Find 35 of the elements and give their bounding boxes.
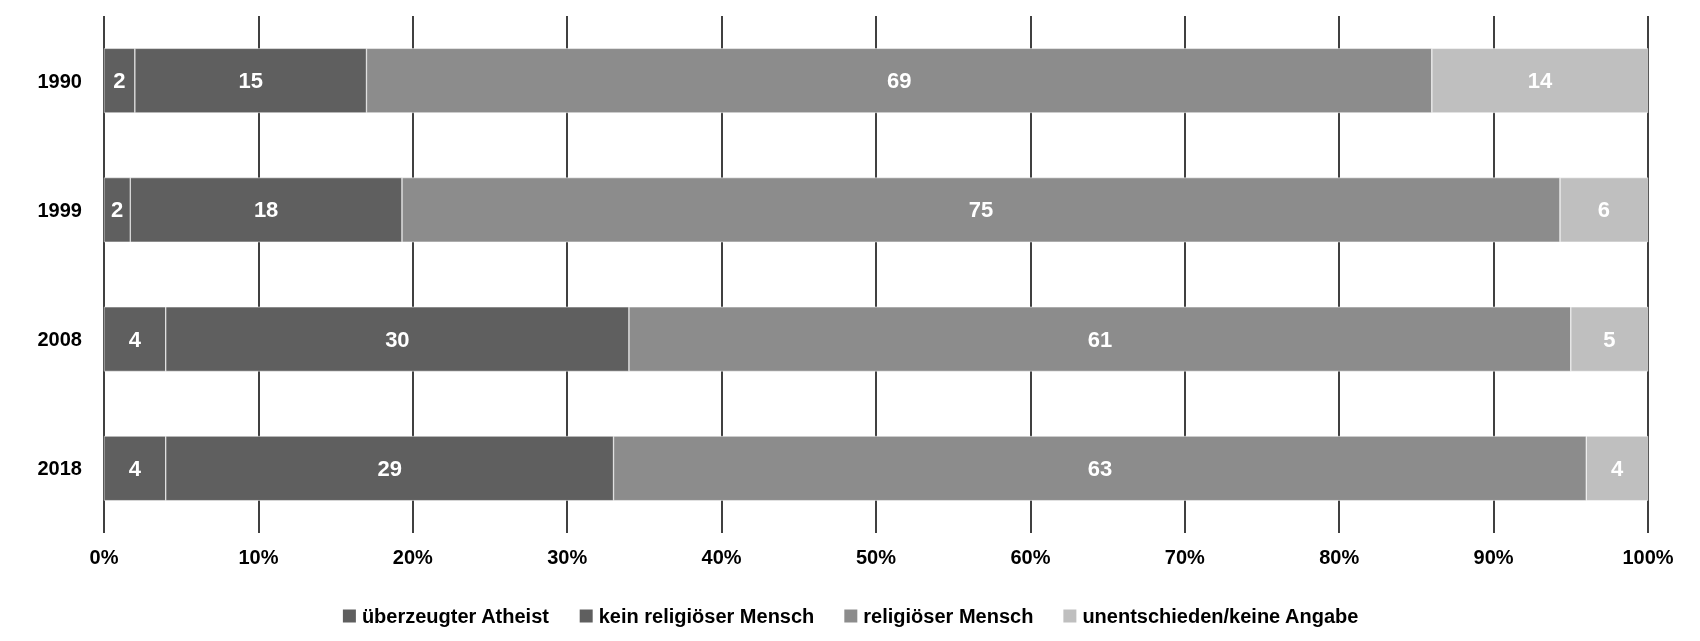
data-label: 6 [1597,197,1611,223]
x-tick-label: 100% [1622,546,1674,568]
data-label: 4 [128,326,142,352]
data-label: 4 [1610,455,1624,481]
x-tick-label: 80% [1319,546,1360,568]
data-label: 30 [385,326,410,352]
data-label: 61 [1087,326,1113,352]
x-tick-label: 70% [1164,546,1206,568]
x-tick-label: 30% [547,546,588,568]
data-label: 5 [1603,326,1616,352]
x-tick-label: 20% [392,546,434,568]
legend-label: unentschieden/keine Angabe [1082,605,1359,627]
data-label: 75 [968,197,994,223]
x-tick-label: 60% [1010,546,1051,568]
y-tick-label: 1990 [37,69,82,92]
data-label: 2 [111,197,124,223]
data-label: 14 [1527,68,1553,94]
y-tick-label: 2018 [37,457,82,480]
data-label: 18 [253,197,279,223]
legend-label: überzeugter Atheist [361,605,550,627]
x-tick-label: 50% [855,546,897,568]
data-label: 2 [113,68,126,94]
data-label: 29 [377,455,402,481]
legend-label: kein religiöser Mensch [598,605,815,627]
y-tick-label: 1999 [37,198,82,221]
x-tick-label: 40% [701,546,742,568]
x-tick-label: 90% [1473,546,1514,568]
data-label: 69 [886,68,912,94]
data-label: 4 [128,455,142,481]
y-tick-label: 2008 [37,328,82,351]
x-tick-label: 10% [238,546,279,568]
data-label: 63 [1087,455,1113,481]
legend-label: religiöser Mensch [863,605,1034,627]
data-label: 15 [238,68,263,94]
x-tick-label: 0% [89,546,119,568]
